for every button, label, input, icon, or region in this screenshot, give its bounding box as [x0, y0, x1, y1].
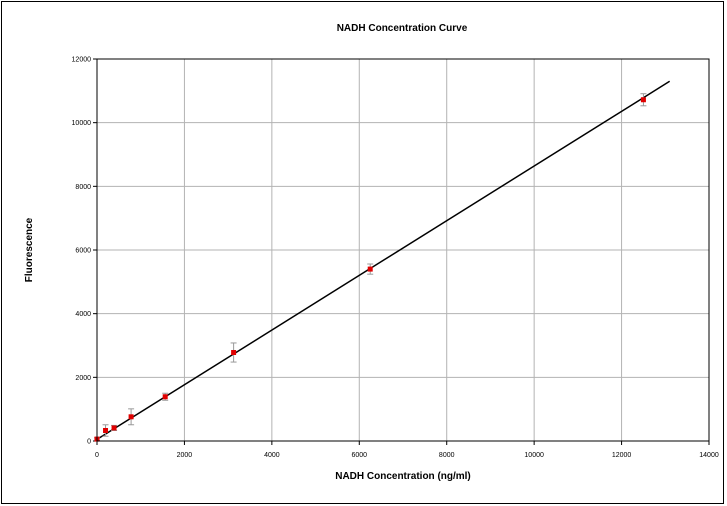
- y-tick-label: 0: [87, 439, 91, 446]
- x-tick-label: 10000: [524, 452, 544, 459]
- y-tick-label: 8000: [75, 184, 91, 191]
- data-point: [640, 97, 646, 103]
- plot-area-border: [96, 58, 710, 442]
- data-point: [367, 266, 373, 272]
- y-axis-title: Fluorescence: [24, 217, 35, 282]
- tick-layer: 0 2000 4000 6000 8000 10000 12000 14000 0 2000 400…: [72, 57, 719, 460]
- x-axis-title: NADH Concentration (ng/ml): [335, 471, 471, 482]
- y-tick-label: 10000: [72, 120, 92, 127]
- data-point: [111, 425, 117, 431]
- y-tick-label: 12000: [72, 57, 92, 64]
- trendline-layer: [96, 80, 671, 441]
- grid-layer: [97, 59, 709, 441]
- x-tick-label: 2000: [177, 452, 193, 459]
- chart-title: NADH Concentration Curve: [337, 23, 468, 34]
- trendline: [96, 80, 671, 441]
- x-tick-label: 8000: [439, 452, 455, 459]
- data-point: [128, 414, 134, 420]
- y-tick-label: 2000: [75, 375, 91, 382]
- x-tick-label: 12000: [612, 452, 632, 459]
- data-point: [162, 394, 168, 400]
- data-point: [103, 427, 109, 433]
- y-tick-label: 4000: [75, 311, 91, 318]
- x-tick-label: 6000: [351, 452, 367, 459]
- x-tick-label: 14000: [699, 452, 719, 459]
- y-tick-label: 6000: [75, 248, 91, 255]
- x-tick-label: 4000: [264, 452, 280, 459]
- data-point: [231, 350, 237, 356]
- x-tick-label: 0: [95, 452, 99, 459]
